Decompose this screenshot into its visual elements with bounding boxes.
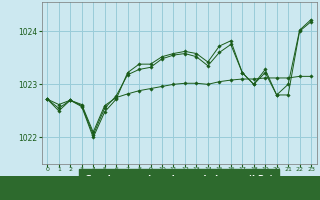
X-axis label: Graphe pression niveau de la mer (hPa): Graphe pression niveau de la mer (hPa) bbox=[85, 175, 273, 184]
